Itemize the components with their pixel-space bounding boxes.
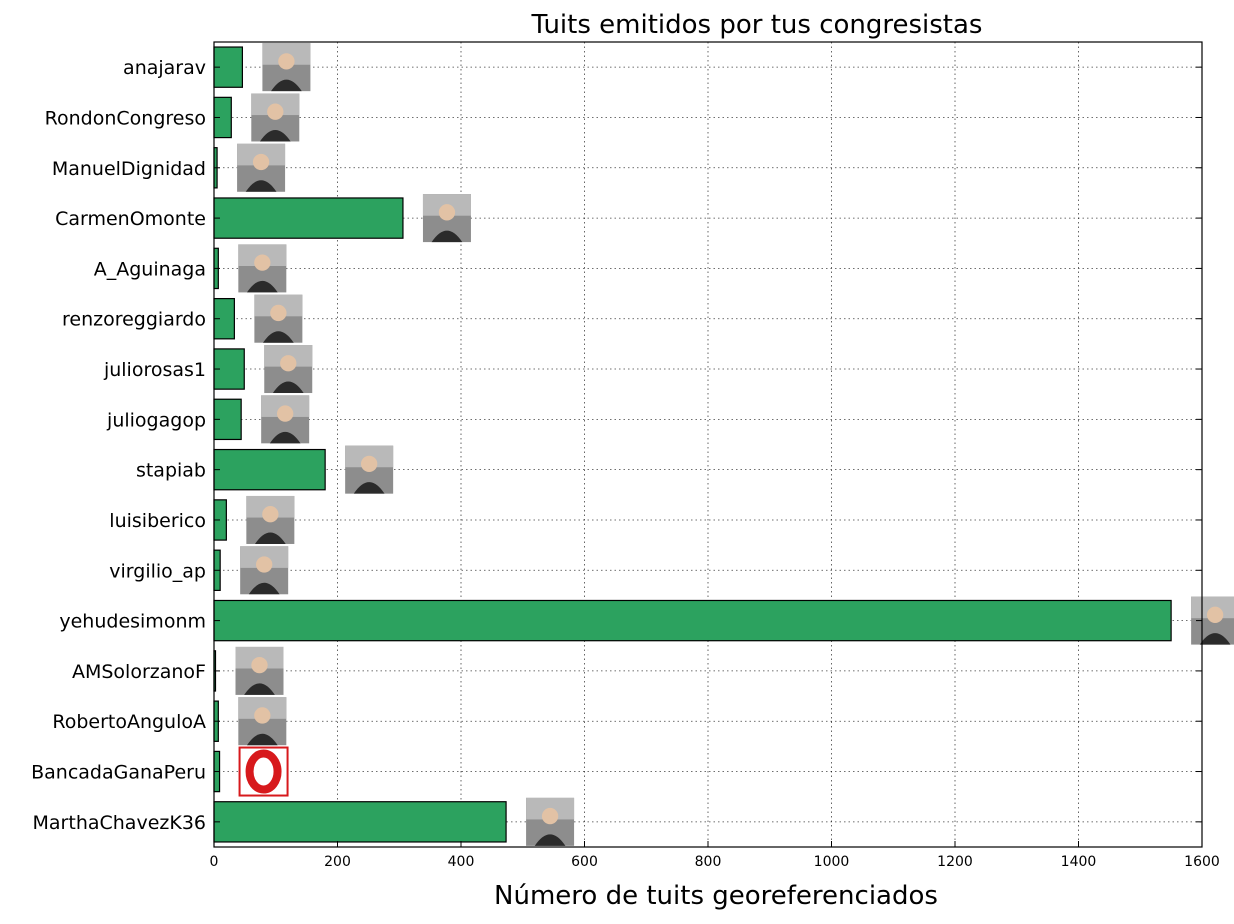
- bar-yehudesimonm: [213, 599, 1172, 642]
- x-tick-label: 0: [210, 854, 219, 870]
- bar-MarthaChavezK36: [213, 801, 507, 843]
- profile-photo-icon: [237, 143, 286, 192]
- y-tick-label: RondonCongreso: [45, 107, 206, 129]
- y-tick-label: BancadaGanaPeru: [31, 762, 206, 784]
- x-tick-label: 1600: [1184, 854, 1220, 870]
- profile-photo-icon: [238, 697, 287, 746]
- bar-stapiab: [213, 448, 326, 491]
- y-tick-label: virgilio_ap: [109, 560, 206, 582]
- profile-photo-icon: [240, 546, 289, 595]
- avatars: [235, 43, 1234, 846]
- y-tick-label: MarthaChavezK36: [33, 812, 206, 834]
- party-logo-icon: [238, 746, 289, 797]
- x-tick-label: 800: [695, 854, 722, 870]
- profile-photo-icon: [246, 495, 295, 544]
- y-tick-labels: anajarav RondonCongreso ManuelDignidad Carm…: [31, 57, 1202, 834]
- y-tick-label: yehudesimonm: [59, 611, 206, 633]
- profile-photo-icon: [262, 43, 311, 92]
- y-tick-label: juliogagop: [106, 409, 206, 431]
- profile-photo-icon: [422, 194, 471, 243]
- x-tick-label: 200: [324, 854, 351, 870]
- y-tick-label: anajarav: [123, 57, 206, 79]
- profile-photo-icon: [264, 345, 313, 394]
- bars: [213, 46, 1172, 843]
- grid: [214, 42, 1202, 847]
- y-tick-label: RobertoAnguloA: [52, 711, 206, 733]
- x-tick-label: 400: [448, 854, 475, 870]
- y-tick-label: stapiab: [136, 460, 206, 482]
- profile-photo-icon: [526, 797, 575, 846]
- profile-photo-icon: [235, 646, 284, 695]
- profile-photo-icon: [345, 445, 394, 494]
- y-tick-label: luisiberico: [109, 510, 206, 532]
- x-tick-label: 1200: [937, 854, 973, 870]
- y-tick-label: AMSolorzanoF: [72, 661, 206, 683]
- x-tick-label: 1000: [814, 854, 850, 870]
- profile-photo-icon: [254, 294, 303, 343]
- y-tick-label: CarmenOmonte: [55, 208, 206, 230]
- x-tick-label: 1400: [1061, 854, 1097, 870]
- y-tick-label: ManuelDignidad: [52, 158, 206, 180]
- y-tick-label: juliorosas1: [103, 359, 206, 381]
- y-tick-label: renzoreggiardo: [62, 309, 206, 331]
- x-tick-label: 600: [571, 854, 598, 870]
- x-axis-label: Número de tuits georeferenciados: [494, 881, 938, 911]
- x-tick-labels: 0 200 400 600 800 1000 1200 1400 1600: [210, 841, 1220, 870]
- chart-title: Tuits emitidos por tus congresistas: [531, 10, 983, 40]
- bar-CarmenOmonte: [213, 197, 404, 239]
- profile-photo-icon: [238, 244, 287, 293]
- profile-photo-icon: [251, 93, 300, 142]
- y-tick-label: A_Aguinaga: [94, 258, 206, 280]
- profile-photo-icon: [261, 395, 310, 444]
